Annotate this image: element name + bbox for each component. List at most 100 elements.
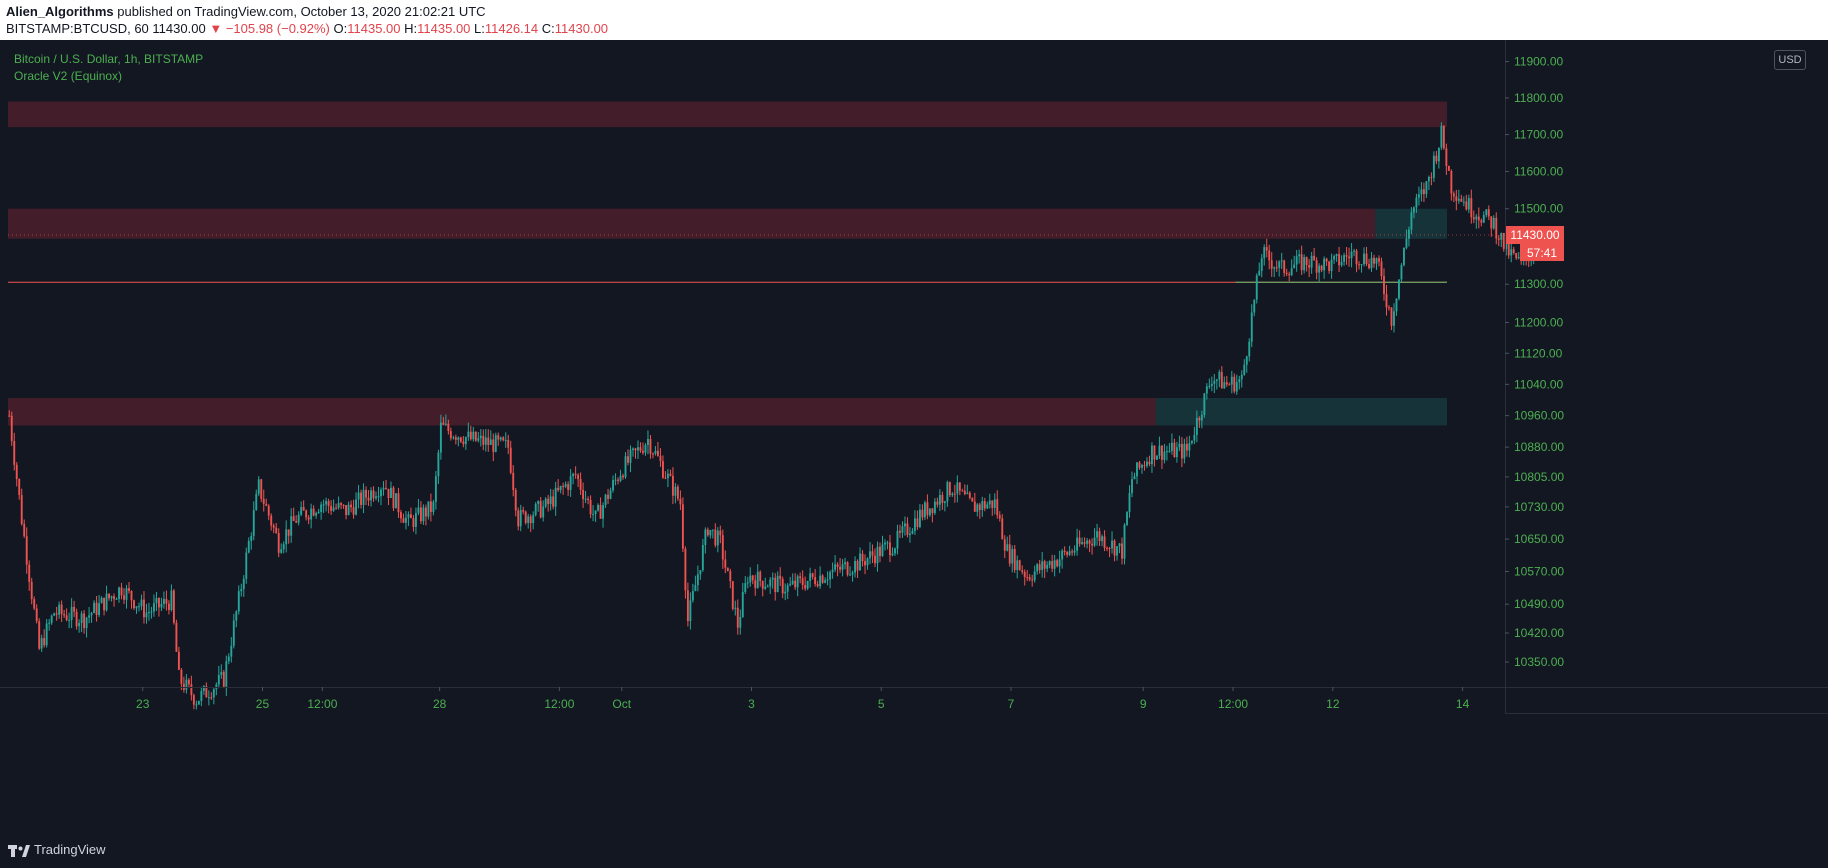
candle-body <box>884 542 886 545</box>
candle-body <box>1006 544 1009 551</box>
candle-body <box>187 679 190 685</box>
candle-body <box>978 504 981 510</box>
candle-body <box>951 493 954 496</box>
candle-body <box>1328 261 1331 272</box>
y-tick-label: 11800.00 <box>1514 91 1563 105</box>
candle-body <box>1462 201 1465 203</box>
candle-body <box>599 504 602 519</box>
candle-body <box>1046 564 1049 569</box>
candle-body <box>212 689 215 698</box>
candle-body <box>1450 170 1453 194</box>
candle-body <box>779 575 782 579</box>
candle-body <box>385 487 387 489</box>
candle-body <box>676 486 679 499</box>
candle-body <box>642 450 644 453</box>
candle-body <box>1193 434 1196 441</box>
candle-body <box>23 524 26 537</box>
price-chart[interactable]: 11900.00 11800.00 11700.00 11600.00 11500.00… <box>0 40 1828 834</box>
candle-body <box>1051 561 1054 569</box>
candle-body <box>305 510 308 518</box>
candle-body <box>1338 254 1341 266</box>
candle-body <box>1310 255 1313 268</box>
candle-body <box>911 530 914 534</box>
candle-body <box>504 439 507 441</box>
price-change: −105.98 (−0.92%) <box>225 21 330 36</box>
candle-body <box>1213 380 1216 384</box>
candle-body <box>1355 250 1358 265</box>
candle-body <box>192 695 195 705</box>
candle-body <box>150 611 153 613</box>
candle-body <box>1248 341 1251 357</box>
candle-body <box>50 615 53 623</box>
publication-header: Alien_Algorithms published on TradingVie… <box>0 0 1828 40</box>
candle-body <box>222 671 225 687</box>
candle-body <box>1083 542 1086 544</box>
x-tick-label: 14 <box>1456 697 1470 711</box>
candle-body <box>320 504 323 512</box>
candle-body <box>402 518 405 523</box>
candle-body <box>207 697 210 699</box>
candle-body <box>1465 201 1468 210</box>
candle-body <box>459 437 462 442</box>
candle-body <box>699 570 702 575</box>
candle-body <box>569 476 572 490</box>
candle-body <box>464 437 467 445</box>
candle-body <box>1278 261 1281 268</box>
candle-body <box>701 544 704 571</box>
candle-body <box>839 566 842 570</box>
currency-badge[interactable]: USD <box>1774 50 1806 70</box>
candle-body <box>352 507 355 515</box>
candle-body <box>310 508 313 520</box>
candle-body <box>325 501 328 505</box>
candle-body <box>1447 166 1450 171</box>
candle-body <box>647 438 649 446</box>
candle-body <box>1298 254 1301 257</box>
candle-body <box>1163 451 1166 460</box>
x-tick-label: 7 <box>1008 697 1015 711</box>
candle-body <box>1345 255 1348 257</box>
candle-body <box>157 597 160 608</box>
candle-body <box>53 613 56 616</box>
candle-body <box>1188 443 1191 451</box>
candle-body <box>981 501 984 510</box>
y-tick-label: 11300.00 <box>1514 277 1563 291</box>
candle-body <box>1068 551 1071 555</box>
pane-title[interactable]: Bitcoin / U.S. Dollar, 1h, BITSTAMP <box>14 52 204 66</box>
x-tick-label: 12:00 <box>307 697 337 711</box>
candle-body <box>355 499 358 515</box>
candle-body <box>1218 371 1221 380</box>
chart-area[interactable]: 11900.00 11800.00 11700.00 11600.00 11500.00… <box>0 40 1828 834</box>
candle-body <box>407 514 410 518</box>
candle-body <box>841 564 844 570</box>
candle-body <box>809 573 812 581</box>
candle-body <box>849 574 852 576</box>
candle-body <box>405 517 407 523</box>
candle-body <box>315 512 318 516</box>
candle-body <box>1517 257 1520 259</box>
candle-body <box>1210 383 1213 386</box>
candle-body <box>1275 267 1278 269</box>
open-label: O: <box>333 21 348 36</box>
author-name[interactable]: Alien_Algorithms <box>6 4 114 19</box>
indicator-title[interactable]: Oracle V2 (Equinox) <box>14 69 123 83</box>
candle-body <box>1233 376 1236 392</box>
candle-body <box>681 504 684 549</box>
candle-body <box>931 508 934 514</box>
candle-body <box>1023 571 1026 577</box>
candle-body <box>177 651 180 670</box>
candle-body <box>1180 443 1183 459</box>
candle-body <box>1482 215 1485 223</box>
candle-body <box>25 536 28 565</box>
candle-body <box>272 525 275 528</box>
candle-body <box>1165 451 1168 453</box>
candle-body <box>557 487 560 491</box>
candle-body <box>90 612 93 616</box>
candle-body <box>237 591 240 612</box>
candle-body <box>1285 272 1288 274</box>
candle-body <box>182 683 185 690</box>
candle-body <box>242 578 245 589</box>
candle-body <box>1477 216 1480 221</box>
candle-body <box>267 505 270 516</box>
candle-body <box>941 494 944 503</box>
candle-body <box>63 614 66 616</box>
